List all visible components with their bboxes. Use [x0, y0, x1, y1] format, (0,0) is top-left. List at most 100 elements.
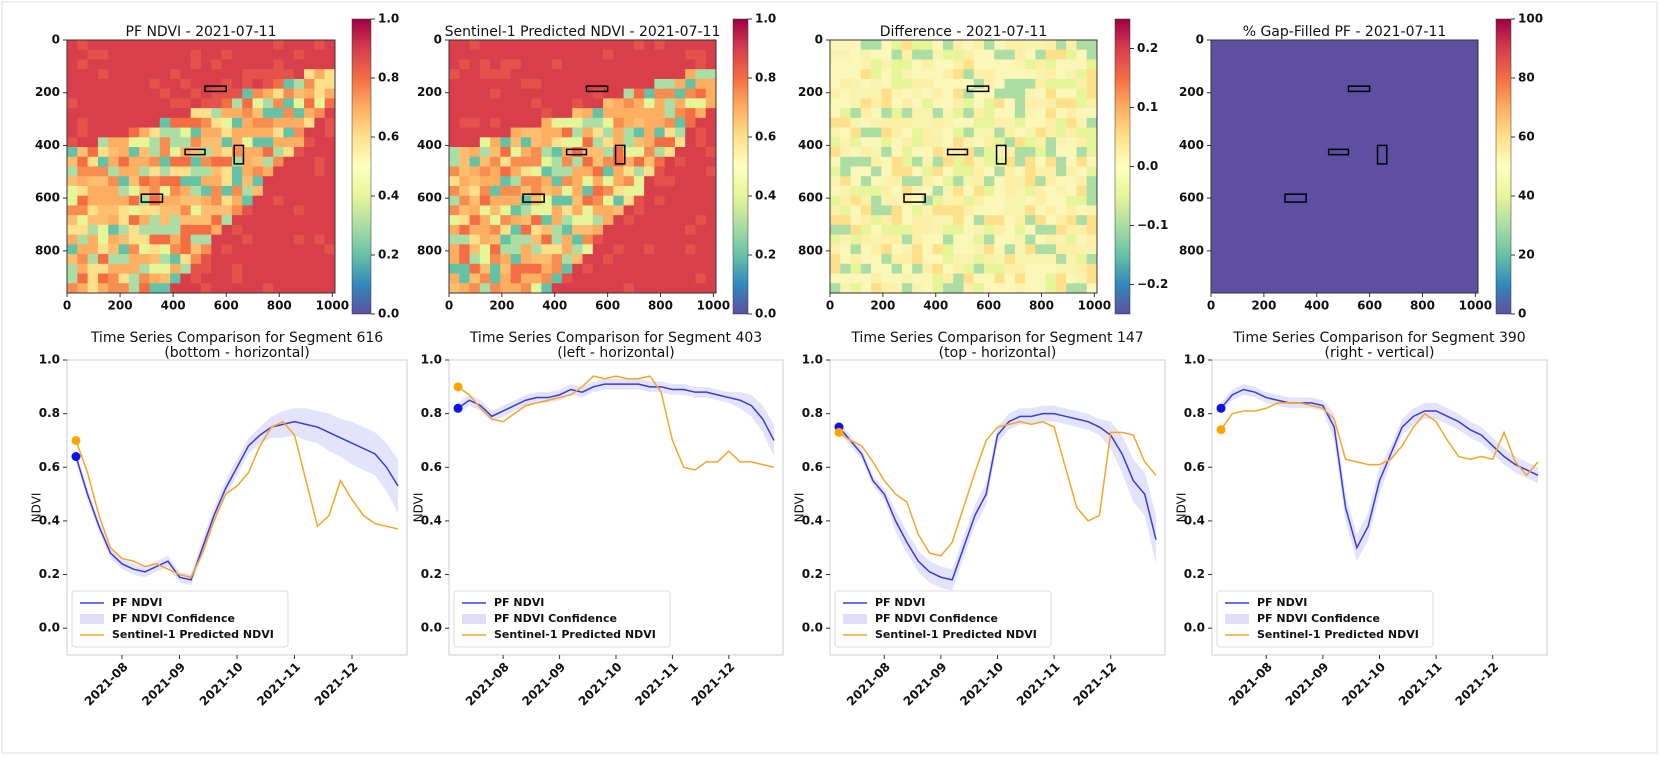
heatmap-cell — [1252, 78, 1263, 90]
heatmap-cell — [1076, 166, 1088, 177]
legend-label: Sentinel-1 Predicted NDVI — [112, 628, 274, 641]
heatmap-cell — [695, 244, 707, 255]
heatmap-cell — [1055, 88, 1067, 99]
heatmap-cell — [541, 156, 553, 167]
heatmap-cell — [541, 108, 553, 119]
axes-frame — [66, 39, 336, 294]
heatmap-cell — [922, 234, 934, 245]
heatmap-cell — [1354, 254, 1366, 265]
heatmap-cell — [314, 88, 326, 99]
heatmap-cell — [1211, 263, 1222, 275]
heatmap-cell — [603, 224, 614, 236]
heatmap-cell — [479, 88, 491, 99]
heatmap-cell — [860, 117, 872, 129]
heatmap-cell — [1241, 234, 1253, 245]
heatmap-cell — [159, 69, 171, 80]
heatmap-cell — [644, 205, 655, 216]
heatmap-cell — [1076, 78, 1088, 90]
heatmap-cell — [1365, 137, 1376, 148]
legend-label: PF NDVI — [494, 596, 544, 609]
heatmap-cell — [159, 205, 171, 216]
heatmap-cell — [1272, 263, 1284, 275]
x-tick-label: 2021-09 — [1283, 660, 1332, 709]
heatmap-cell — [242, 117, 254, 129]
heatmap-cell — [541, 59, 553, 70]
heatmap-cell — [1055, 185, 1067, 197]
y-tick-label: 0.8 — [421, 406, 442, 420]
heatmap-cell — [1457, 215, 1469, 226]
heatmap-cell — [1457, 117, 1469, 129]
heatmap-cell — [994, 69, 1006, 80]
heatmap-cell — [860, 254, 872, 265]
heatmap-cell — [705, 195, 717, 206]
heatmap-cell — [705, 59, 717, 70]
heatmap-cell — [510, 117, 522, 129]
heatmap-cell — [273, 234, 284, 245]
axes-frame — [829, 39, 1098, 294]
heatmap-cell — [922, 195, 934, 206]
heatmap-cell — [1457, 185, 1469, 197]
heatmap-cell — [912, 185, 923, 197]
heatmap-cell — [603, 147, 614, 158]
heatmap-cell — [273, 263, 284, 275]
heatmap-cell — [510, 88, 522, 99]
heatmap-cell — [1004, 108, 1016, 119]
heatmap-cell — [1416, 283, 1428, 294]
heatmap-cell — [654, 263, 666, 275]
heatmap-cell — [592, 224, 604, 236]
heatmap-cell — [623, 147, 635, 158]
heatmap-cell — [1231, 117, 1243, 129]
heatmap-cell — [211, 224, 223, 236]
heatmap-cell — [97, 244, 109, 255]
heatmap-cell — [97, 254, 109, 265]
heatmap-cell — [1365, 205, 1376, 216]
heatmap-cell — [871, 254, 882, 265]
heatmap-cell — [242, 224, 254, 236]
heatmap-cell — [118, 156, 130, 167]
heatmap-cell — [531, 176, 542, 187]
heatmap-cell — [1231, 263, 1243, 275]
heatmap-cell — [510, 185, 522, 197]
heatmap-cell — [324, 137, 336, 148]
heatmap-cell — [1066, 49, 1077, 60]
heatmap-cell — [77, 166, 89, 177]
x-tick-label: 2021-08 — [1226, 660, 1275, 709]
heatmap-cell — [242, 147, 254, 158]
heatmap-cell — [304, 156, 315, 167]
heatmap-cell — [490, 283, 501, 294]
heatmap-cell — [1395, 263, 1407, 275]
heatmap-cell — [1406, 147, 1417, 158]
heatmap-cell — [973, 88, 985, 99]
heatmap-cell — [901, 156, 913, 167]
heatmap-cell — [500, 127, 512, 138]
heatmap-cell — [1045, 69, 1057, 80]
heatmap-cell — [1076, 117, 1088, 129]
heatmap-cell — [901, 69, 913, 80]
heatmap-cell — [633, 254, 645, 265]
heatmap-cell — [1385, 69, 1397, 80]
heatmap-cell — [1211, 147, 1222, 158]
heatmap-cell — [994, 234, 1006, 245]
heatmap-cell — [1025, 283, 1036, 294]
heatmap-cell — [582, 195, 594, 206]
heatmap-cell — [242, 215, 254, 226]
heatmap-cell — [942, 254, 954, 265]
heatmap-cell — [1313, 108, 1325, 119]
heatmap-cell — [510, 49, 522, 60]
heatmap-cell — [1035, 205, 1047, 216]
segment-outline — [565, 148, 588, 156]
heatmap-cell — [273, 108, 284, 119]
heatmap-cell — [881, 59, 893, 70]
heatmap-cell — [644, 59, 655, 70]
heatmap-cell — [1344, 108, 1356, 119]
heatmap-cell — [324, 283, 336, 294]
y-tick-label: 200 — [798, 85, 823, 99]
heatmap-cell — [221, 166, 233, 177]
heatmap-cell — [1035, 59, 1047, 70]
heatmap-cell — [561, 156, 573, 167]
heatmap-cell — [1375, 147, 1387, 158]
heatmap-cell — [654, 185, 666, 197]
heatmap-cell — [1025, 254, 1036, 265]
heatmap-cell — [510, 40, 522, 51]
heatmap-cell — [1076, 59, 1088, 70]
